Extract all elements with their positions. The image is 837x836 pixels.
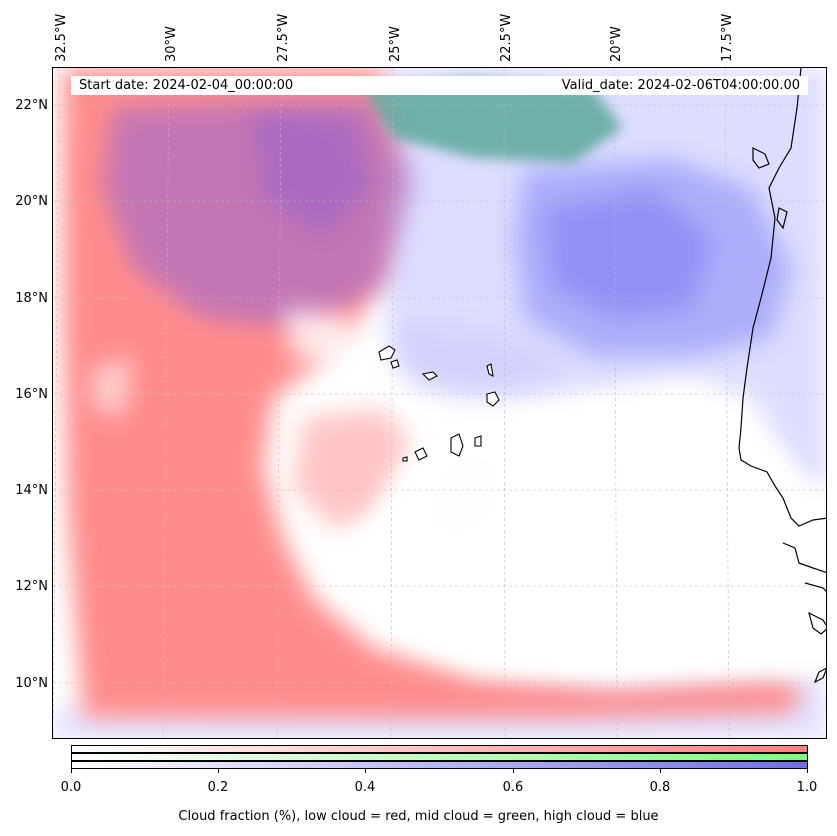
mid-cloud-field	[363, 78, 623, 163]
lon-label-30w: 30°W	[164, 26, 179, 62]
colorbar-ticks: 0.0 0.2 0.4 0.6 0.8 1.0	[61, 769, 817, 799]
lon-label-20w: 20°W	[609, 26, 624, 62]
cape-verde-islands	[378, 345, 500, 462]
colorbar-tick-mark	[513, 769, 514, 773]
colorbar-tick-mark	[71, 769, 72, 773]
lon-label-25w: 25°W	[388, 26, 403, 62]
colorbar-mid-cloud	[71, 753, 808, 761]
colorbar-high-cloud	[71, 761, 808, 769]
graticule	[53, 68, 826, 738]
colorbar-tick-label: 0.8	[649, 780, 671, 795]
lon-label-17-5w: 17.5°W	[720, 13, 735, 62]
cloud-fraction-map	[52, 67, 827, 739]
colorbar	[71, 745, 808, 769]
lat-label-10n: 10°N	[15, 676, 48, 691]
colorbar-tick-label: 1.0	[796, 780, 818, 795]
lat-label-18n: 18°N	[15, 291, 48, 306]
lat-label-14n: 14°N	[15, 483, 48, 498]
coastline	[738, 68, 826, 684]
colorbar-tick-label: 0.0	[60, 780, 82, 795]
lon-label-27-5w: 27.5°W	[276, 13, 291, 62]
colorbar-title: Cloud fraction (%), low cloud = red, mid…	[178, 809, 659, 824]
date-info-bar: Start date: 2024-02-04_00:00:00 Valid_da…	[71, 76, 808, 95]
colorbar-tick-label: 0.6	[502, 780, 524, 795]
colorbar-low-cloud	[71, 745, 808, 753]
map-canvas	[53, 68, 826, 738]
valid-date: Valid_date: 2024-02-06T04:00:00.00	[561, 78, 800, 93]
mixed-cloud-field	[103, 98, 413, 328]
colorbar-tick-mark	[807, 769, 808, 773]
lon-label-22-5w: 22.5°W	[499, 13, 514, 62]
colorbar-tick-mark	[365, 769, 366, 773]
clear-sky-area	[93, 308, 813, 678]
colorbar-tick-label: 0.4	[354, 780, 376, 795]
colorbar-tick-label: 0.2	[207, 780, 229, 795]
lat-label-12n: 12°N	[15, 579, 48, 594]
colorbar-tick-mark	[218, 769, 219, 773]
lon-label-32-5w: 32.5°W	[54, 13, 69, 62]
colorbar-tick-mark	[660, 769, 661, 773]
lat-label-22n: 22°N	[15, 98, 48, 113]
lat-label-16n: 16°N	[15, 387, 48, 402]
start-date: Start date: 2024-02-04_00:00:00	[79, 78, 294, 93]
lat-label-20n: 20°N	[15, 194, 48, 209]
